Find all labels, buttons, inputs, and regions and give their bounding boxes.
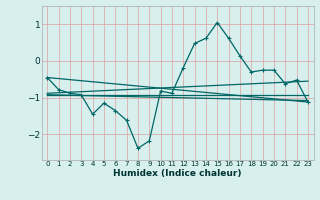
X-axis label: Humidex (Indice chaleur): Humidex (Indice chaleur) xyxy=(113,169,242,178)
